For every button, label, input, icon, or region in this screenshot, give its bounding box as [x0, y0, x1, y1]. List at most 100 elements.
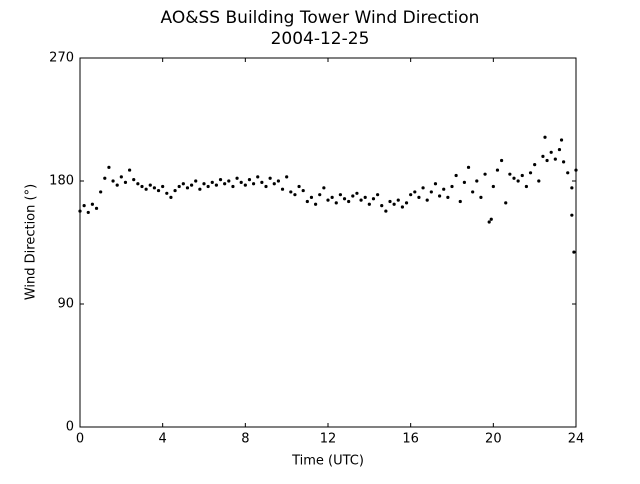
- point: [202, 182, 206, 186]
- point: [123, 180, 128, 184]
- point: [165, 191, 169, 195]
- point: [218, 178, 223, 182]
- point: [206, 184, 210, 189]
- point: [309, 195, 314, 199]
- point: [152, 186, 156, 190]
- x-tick-label: 12: [320, 432, 337, 447]
- point: [347, 199, 351, 204]
- y-tick-label: 270: [49, 51, 74, 66]
- x-axis-label: Time (UTC): [291, 454, 364, 469]
- point: [86, 210, 90, 215]
- point: [194, 179, 198, 183]
- point: [82, 204, 86, 208]
- point: [557, 147, 562, 152]
- point: [417, 195, 421, 199]
- point: [252, 182, 256, 186]
- point: [227, 179, 231, 183]
- point: [326, 198, 330, 202]
- point: [276, 179, 280, 183]
- point: [322, 186, 326, 190]
- point: [115, 183, 119, 187]
- point: [293, 193, 297, 197]
- point: [454, 173, 458, 178]
- point: [231, 184, 235, 189]
- point: [161, 184, 165, 189]
- point: [475, 179, 479, 183]
- point: [132, 178, 136, 182]
- point: [471, 190, 475, 194]
- y-axis-label: Wind Direction (°): [24, 184, 39, 300]
- point: [524, 184, 529, 189]
- point: [342, 197, 347, 201]
- point: [156, 188, 161, 193]
- x-tick-label: 4: [159, 432, 167, 447]
- point: [367, 202, 371, 206]
- point: [173, 188, 177, 193]
- point: [371, 197, 376, 201]
- point: [562, 160, 566, 164]
- point: [169, 195, 173, 199]
- point: [487, 220, 491, 224]
- point: [285, 175, 289, 179]
- point: [404, 201, 409, 205]
- point: [272, 182, 276, 186]
- y-tick-label: 0: [66, 420, 74, 435]
- x-tick-label: 20: [485, 432, 502, 447]
- point: [355, 191, 359, 195]
- point: [376, 193, 380, 197]
- point: [396, 198, 400, 202]
- point: [553, 157, 557, 161]
- point: [119, 175, 123, 179]
- point: [574, 168, 578, 172]
- point: [78, 209, 82, 213]
- chart-title: AO&SS Building Tower Wind Direction: [161, 8, 480, 28]
- point: [297, 184, 301, 189]
- point: [566, 171, 570, 175]
- point: [433, 182, 438, 186]
- point: [520, 173, 524, 178]
- point: [239, 180, 243, 184]
- point: [247, 178, 252, 182]
- point: [549, 150, 553, 154]
- point: [128, 168, 132, 172]
- point: [489, 217, 493, 221]
- y-tick-label: 180: [49, 174, 74, 189]
- point: [392, 202, 396, 206]
- point: [359, 198, 363, 202]
- point: [144, 187, 148, 191]
- point: [351, 194, 355, 198]
- point: [483, 172, 487, 176]
- chart-subtitle: 2004-12-25: [271, 29, 370, 49]
- x-tick-label: 16: [402, 432, 419, 447]
- point: [243, 183, 247, 187]
- point: [214, 183, 218, 187]
- point: [99, 190, 103, 194]
- point: [136, 182, 140, 186]
- point: [289, 190, 293, 194]
- point: [446, 195, 450, 199]
- point: [466, 165, 471, 169]
- point: [458, 199, 462, 204]
- point: [334, 201, 338, 205]
- point: [338, 193, 342, 197]
- point: [280, 187, 285, 191]
- point: [572, 250, 576, 254]
- point: [190, 183, 194, 187]
- point: [512, 176, 516, 180]
- point: [177, 184, 181, 189]
- point: [570, 213, 574, 217]
- point: [90, 202, 94, 206]
- point: [438, 194, 442, 198]
- point: [508, 172, 512, 176]
- point: [185, 186, 190, 190]
- point: [140, 184, 144, 189]
- point: [268, 176, 272, 180]
- point: [181, 182, 185, 186]
- point: [479, 195, 483, 199]
- point: [148, 183, 152, 187]
- point: [541, 154, 545, 158]
- point: [462, 180, 466, 184]
- point: [545, 158, 549, 163]
